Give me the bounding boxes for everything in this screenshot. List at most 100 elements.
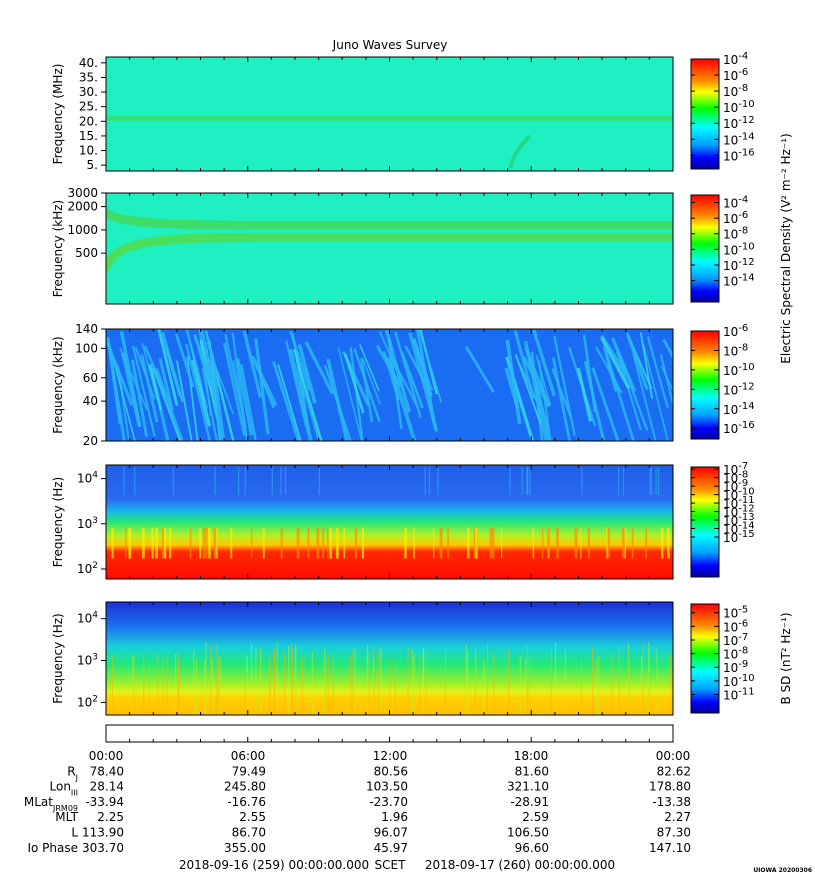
ephemeris-value: 78.40 — [90, 764, 124, 778]
ephemeris-value: 303.70 — [82, 841, 124, 855]
ephemeris-value: -28.91 — [510, 795, 549, 809]
emission-streak — [591, 367, 620, 441]
colorbar — [690, 603, 720, 714]
colorbar-tick-label: 10-11 — [723, 686, 755, 703]
time-label: 12:00 — [373, 749, 408, 763]
ephemeris-axis — [105, 724, 674, 743]
colorbar-tick-label: 10-12 — [723, 381, 755, 398]
emission-streak — [602, 345, 618, 392]
ephemeris-row-label: MLT — [55, 810, 78, 824]
ephemeris-table: 00:00 06:00 12:00 18:00 00:00 RJ 78.40 79.49 80.… — [24, 749, 691, 872]
time-label: 18:00 — [514, 749, 549, 763]
y-tick-label: 500 — [75, 246, 98, 260]
emission-streak — [632, 354, 657, 441]
ephemeris-value: 45.97 — [374, 841, 408, 855]
emission-streak — [378, 331, 403, 382]
y-tick-label: 10. — [79, 144, 98, 158]
y-tick-label: 104 — [77, 471, 98, 486]
colorbar — [690, 330, 720, 440]
emission-streak — [514, 354, 542, 425]
ephemeris-value: 96.07 — [374, 826, 408, 840]
emission-streak — [611, 337, 637, 392]
y-tick-label: 104 — [77, 611, 98, 626]
emission-streak — [140, 353, 159, 423]
y-tick-label: 35. — [79, 70, 98, 84]
ephemeris-value: 2.25 — [97, 810, 124, 824]
emission-streak — [662, 338, 673, 360]
ephemeris-value: 2.55 — [239, 810, 266, 824]
ephemeris-value: 80.56 — [374, 764, 408, 778]
emission-streak — [389, 353, 418, 406]
emission-streak — [191, 359, 212, 427]
colorbar-tick-label: 10-12 — [723, 256, 755, 273]
time-label: 06:00 — [231, 749, 266, 763]
ephemeris-value: -16.76 — [227, 795, 266, 809]
spectrogram-field — [106, 57, 673, 171]
y-tick-label: 30. — [79, 85, 98, 99]
spectrogram-field — [106, 193, 673, 304]
emission-streak — [242, 330, 263, 398]
colorbar-tick-label: 10-14 — [723, 400, 755, 417]
emission-streak — [155, 368, 184, 441]
emission-streak — [272, 360, 300, 441]
emission-streak — [464, 345, 495, 394]
emission-streak — [323, 364, 352, 441]
ephemeris-row-label: LonIII — [50, 780, 79, 798]
y-tick-label: 60 — [83, 371, 98, 385]
ephemeris-row-label: Io Phase — [27, 841, 78, 855]
colorbar-tick-label: 10-14 — [723, 272, 755, 289]
spectrogram-panel-3: 20 40 60 100 140 Frequency (kHz) 10-6 10-8 10-10… — [51, 322, 755, 448]
emission-streak — [411, 338, 434, 391]
emission-streak — [176, 360, 193, 441]
ephemeris-value: 103.50 — [366, 780, 408, 794]
emission-streak — [304, 341, 334, 395]
y-axis-label: Frequency (Hz) — [51, 477, 65, 568]
emission-streak — [235, 357, 254, 436]
ephemeris-row-label: RJ — [67, 764, 78, 782]
ephemeris-value: 355.00 — [224, 841, 266, 855]
emission-streak — [386, 356, 417, 441]
y-tick-label: 103 — [77, 653, 98, 668]
emission-streak — [646, 336, 669, 409]
colorbar — [690, 194, 720, 303]
emission-streak — [119, 331, 142, 428]
ephemeris-row-label: MLatJRM09 — [24, 795, 78, 813]
y-tick-label: 100 — [75, 341, 98, 355]
colorbar-tick-label: 10-14 — [723, 131, 755, 148]
y-tick-label: 102 — [77, 561, 98, 576]
y-axis-label: Frequency (kHz) — [51, 200, 65, 297]
emission-streak — [106, 337, 126, 441]
emission-streak — [157, 329, 179, 406]
emission-streak — [504, 367, 520, 410]
emission-streak — [337, 347, 363, 441]
emission-streak — [250, 355, 278, 407]
emission-streak — [148, 363, 163, 411]
ephemeris-value: 245.80 — [224, 780, 266, 794]
emission-streak — [505, 339, 522, 425]
emission-streak — [160, 332, 182, 396]
y-axis-label: Frequency (kHz) — [51, 336, 65, 433]
y-tick-label: 40 — [83, 394, 98, 408]
footer-stamp: UIOWA 20200306 — [753, 867, 812, 874]
spectrogram-panel-1: 5.10.15.20.25.30.35.40. Frequency (MHz) 10… — [51, 51, 755, 173]
emission-streak — [143, 345, 167, 395]
ephemeris-value: 86.70 — [232, 826, 266, 840]
emission-streak — [532, 329, 556, 397]
emission-streak — [223, 342, 246, 436]
y-tick-label: 102 — [77, 694, 98, 709]
emission-streak — [131, 345, 156, 437]
emission-band — [106, 208, 673, 230]
emission-streak — [344, 353, 365, 414]
y-axis-label: Frequency (MHz) — [51, 64, 65, 165]
y-tick-label: 40. — [79, 56, 98, 70]
colorbar-label: Electric Spectral Density (V² m⁻² Hz⁻¹) — [779, 133, 793, 363]
emission-streak — [204, 347, 223, 441]
emission-streak — [240, 364, 257, 440]
y-tick-label: 5. — [87, 158, 98, 172]
ephemeris-value: 2.27 — [664, 810, 691, 824]
y-tick-label: 25. — [79, 100, 98, 114]
chart-title: Juno Waves Survey — [332, 38, 448, 52]
